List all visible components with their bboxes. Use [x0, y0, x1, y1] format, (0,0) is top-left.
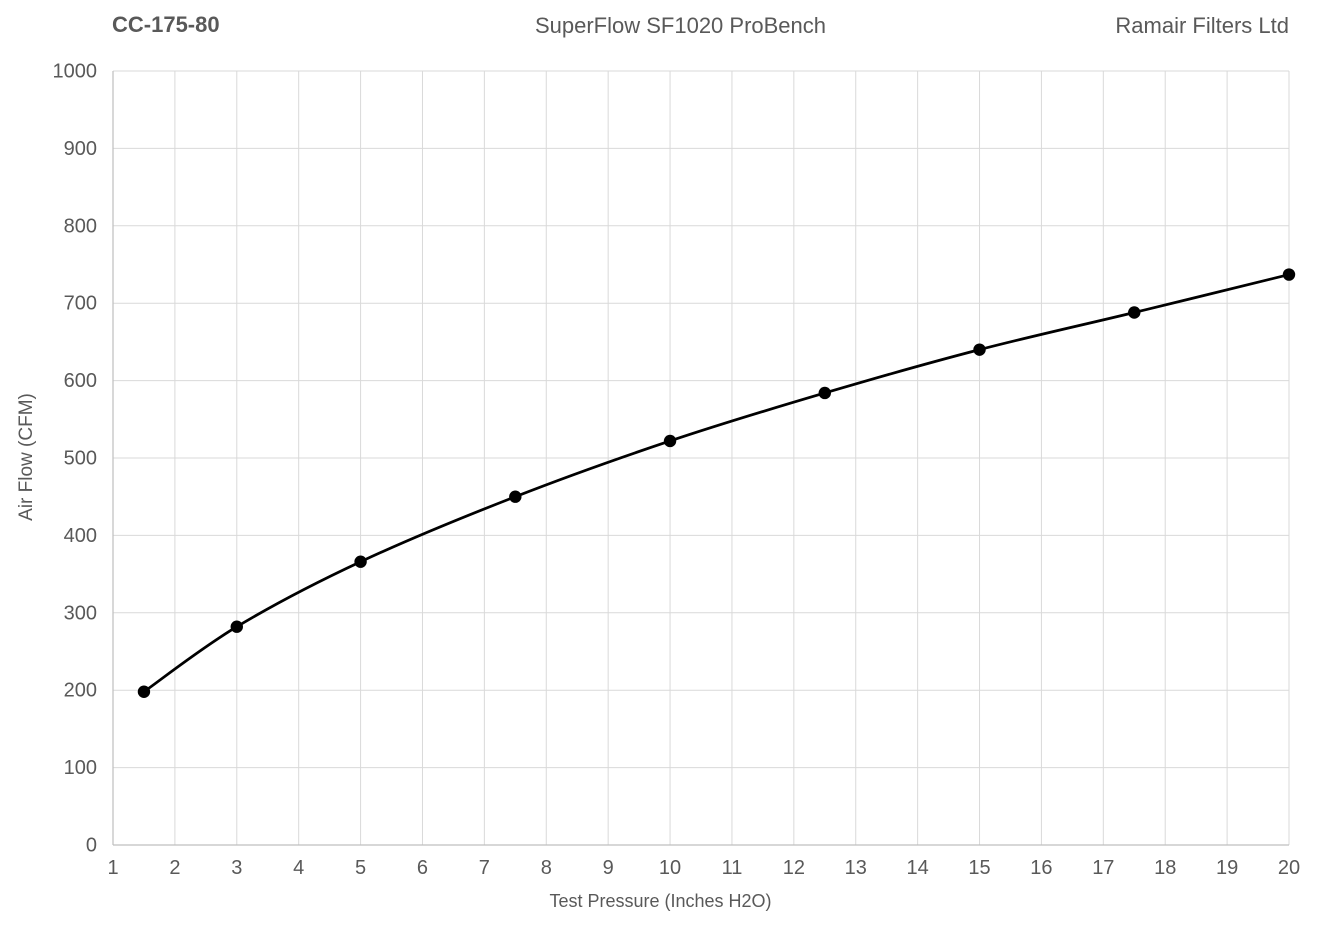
svg-text:900: 900	[64, 138, 97, 160]
svg-text:700: 700	[64, 293, 97, 315]
svg-text:6: 6	[417, 857, 428, 879]
svg-text:18: 18	[1154, 857, 1176, 879]
svg-text:400: 400	[64, 525, 97, 547]
svg-text:14: 14	[907, 857, 929, 879]
svg-text:8: 8	[541, 857, 552, 879]
svg-text:9: 9	[603, 857, 614, 879]
svg-text:19: 19	[1216, 857, 1238, 879]
svg-text:17: 17	[1092, 857, 1114, 879]
svg-text:20: 20	[1278, 857, 1300, 879]
svg-text:200: 200	[64, 680, 97, 702]
svg-text:500: 500	[64, 448, 97, 470]
svg-text:800: 800	[64, 215, 97, 237]
svg-text:2: 2	[169, 857, 180, 879]
svg-text:5: 5	[355, 857, 366, 879]
svg-text:15: 15	[968, 857, 990, 879]
svg-text:7: 7	[479, 857, 490, 879]
svg-text:4: 4	[293, 857, 304, 879]
svg-text:0: 0	[86, 835, 97, 857]
svg-text:13: 13	[845, 857, 867, 879]
svg-text:1: 1	[107, 857, 118, 879]
svg-text:100: 100	[64, 757, 97, 779]
svg-text:3: 3	[231, 857, 242, 879]
svg-text:11: 11	[722, 857, 743, 879]
svg-text:10: 10	[659, 857, 681, 879]
svg-text:16: 16	[1030, 857, 1052, 879]
svg-text:600: 600	[64, 370, 97, 392]
svg-text:12: 12	[783, 857, 805, 879]
svg-text:300: 300	[64, 602, 97, 624]
svg-text:1000: 1000	[53, 61, 98, 83]
